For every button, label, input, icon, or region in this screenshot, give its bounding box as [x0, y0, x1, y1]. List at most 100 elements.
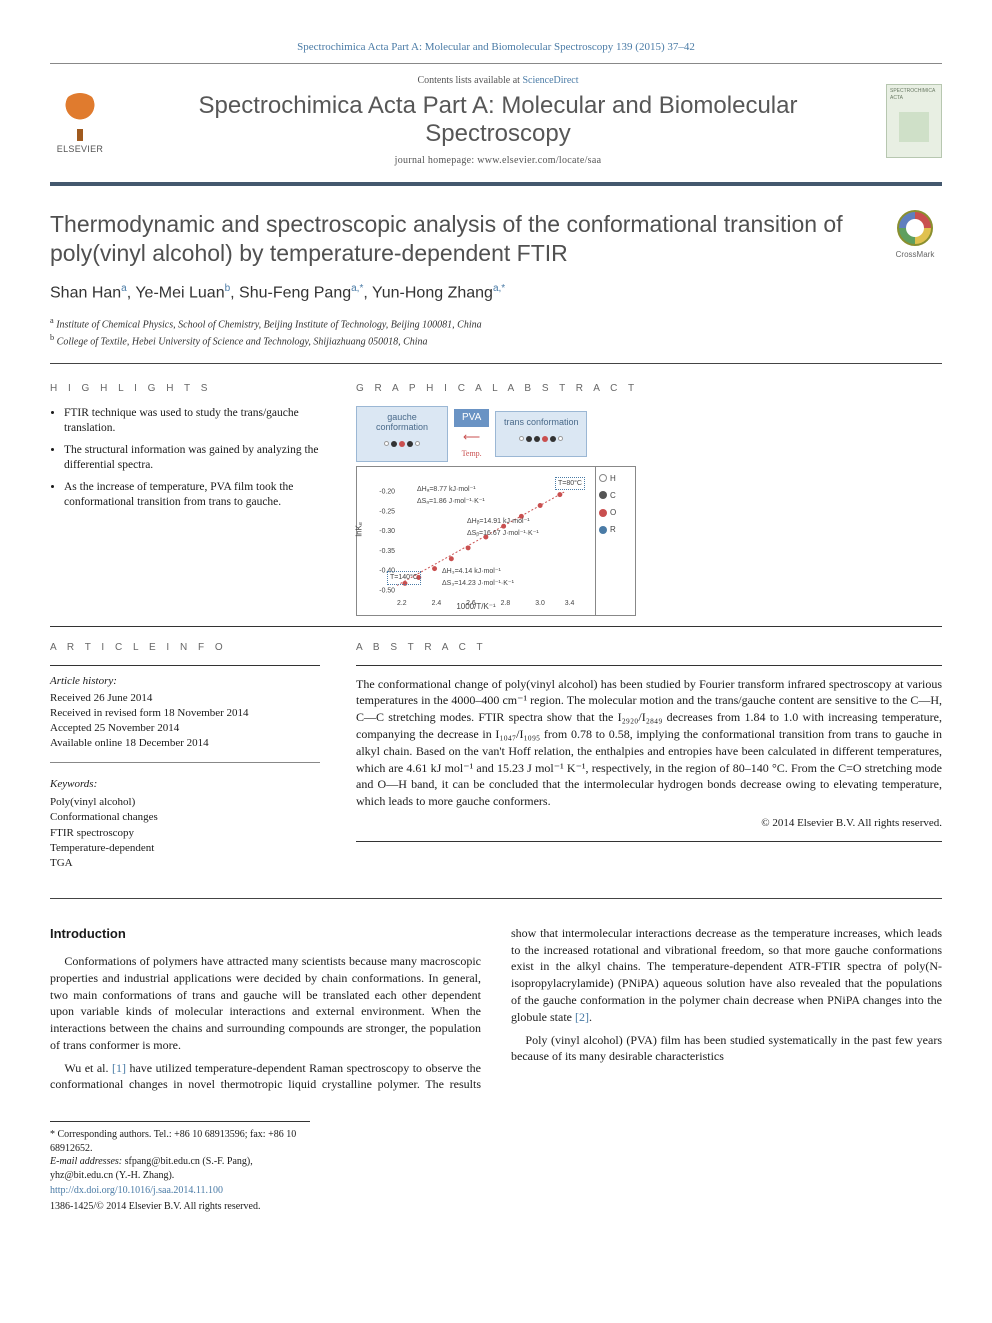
crossmark-label: CrossMark [896, 249, 935, 260]
ga-gauche-label: gauche conformation [363, 413, 441, 433]
svg-text:-0.25: -0.25 [379, 508, 395, 515]
publisher-logo-label: ELSEVIER [57, 143, 103, 156]
svg-text:-0.35: -0.35 [379, 547, 395, 554]
legend-swatch-icon [599, 509, 607, 517]
graphical-abstract-label: G R A P H I C A L A B S T R A C T [356, 382, 942, 396]
divider [356, 841, 942, 842]
highlight-item: FTIR technique was used to study the tra… [64, 406, 320, 437]
citation-link[interactable]: [1] [112, 1061, 126, 1075]
highlight-item: As the increase of temperature, PVA film… [64, 480, 320, 511]
section-heading-introduction: Introduction [50, 925, 481, 943]
highlight-item: The structural information was gained by… [64, 443, 320, 474]
svg-text:-0.50: -0.50 [379, 587, 395, 594]
journal-title: Spectrochimica Acta Part A: Molecular an… [128, 92, 868, 147]
ga-plot-area: lnKₑ 1000/T/K⁻¹ -0.20-0.2 [357, 467, 595, 615]
legend-label: C [610, 490, 616, 501]
abstract-body: The conformational change of poly(vinyl … [356, 677, 942, 809]
ga-gauche-box: gauche conformation [356, 406, 448, 462]
doi-line: http://dx.doi.org/10.1016/j.saa.2014.11.… [50, 1184, 942, 1198]
arrow-left-icon: ⟵ [463, 429, 480, 446]
ga-annotation: ΔSᵦ=16.67 J·mol⁻¹·K⁻¹ [467, 529, 539, 539]
ga-annotation: ΔHᵦ=14.91 kJ·mol⁻¹ [467, 517, 530, 527]
keyword: Temperature-dependent [50, 841, 320, 856]
abstract-label: A B S T R A C T [356, 641, 942, 655]
svg-text:2.8: 2.8 [501, 600, 511, 607]
divider [50, 898, 942, 899]
publisher-logo[interactable]: ELSEVIER [50, 86, 110, 156]
history-item: Received 26 June 2014 [50, 691, 320, 706]
article-info: Article history: Received 26 June 2014 R… [50, 674, 320, 751]
divider [356, 665, 942, 666]
svg-text:-0.30: -0.30 [379, 528, 395, 535]
email-label: E-mail addresses: [50, 1156, 125, 1167]
ga-temp-label: Temp. [462, 448, 482, 459]
issn-copyright: 1386-1425/© 2014 Elsevier B.V. All right… [50, 1200, 942, 1214]
svg-text:3.0: 3.0 [535, 600, 545, 607]
authors-line: Shan Hana, Ye-Mei Luanb, Shu-Feng Panga,… [50, 282, 942, 305]
abstract-copyright: © 2014 Elsevier B.V. All rights reserved… [356, 816, 942, 831]
corresponding-footer: * Corresponding authors. Tel.: +86 10 68… [50, 1121, 310, 1182]
legend-swatch-icon [599, 526, 607, 534]
ga-trans-box: trans conformation [495, 411, 587, 457]
sciencedirect-link[interactable]: ScienceDirect [522, 75, 578, 86]
history-item: Accepted 25 November 2014 [50, 721, 320, 736]
affiliations: a Institute of Chemical Physics, School … [50, 315, 942, 349]
crossmark-icon [897, 210, 933, 246]
divider [50, 363, 942, 364]
crossmark-button[interactable]: CrossMark [888, 210, 942, 260]
keywords-heading: Keywords: [50, 777, 320, 792]
contents-line: Contents lists available at ScienceDirec… [128, 74, 868, 88]
ga-region-140: T=140°C [387, 571, 421, 585]
masthead: ELSEVIER Contents lists available at Sci… [50, 63, 942, 175]
ga-annotation: ΔH₃=4.14 kJ·mol⁻¹ [442, 567, 501, 577]
divider [50, 762, 320, 763]
ga-legend: H C O R [595, 467, 635, 615]
svg-text:-0.20: -0.20 [379, 488, 395, 495]
legend-label: R [610, 524, 616, 535]
graphical-abstract: gauche conformation PVA ⟵ Temp. trans co… [356, 406, 636, 616]
svg-text:3.4: 3.4 [565, 600, 575, 607]
article-info-label: A R T I C L E I N F O [50, 641, 320, 655]
homepage-prefix: journal homepage: [395, 155, 478, 166]
keyword: Conformational changes [50, 810, 320, 825]
ga-annotation: ΔSₐ=1.86 J·mol⁻¹·K⁻¹ [417, 497, 485, 507]
elsevier-tree-icon [58, 93, 102, 141]
keyword: Poly(vinyl alcohol) [50, 795, 320, 810]
body-columns: Introduction Conformations of polymers h… [50, 925, 942, 1094]
legend-swatch-icon [599, 491, 607, 499]
highlights-list: FTIR technique was used to study the tra… [50, 406, 320, 511]
doi-link[interactable]: http://dx.doi.org/10.1016/j.saa.2014.11.… [50, 1185, 223, 1196]
body-text: . [589, 1010, 592, 1024]
affiliation-b: b College of Textile, Hebei University o… [50, 332, 942, 349]
masthead-divider [50, 182, 942, 186]
highlights-label: H I G H L I G H T S [50, 382, 320, 396]
journal-cover-thumb[interactable]: SPECTROCHIMICA ACTA [886, 84, 942, 158]
legend-label: H [610, 473, 616, 484]
cover-label: SPECTROCHIMICA ACTA [890, 88, 938, 102]
divider [50, 665, 320, 666]
journal-homepage: journal homepage: www.elsevier.com/locat… [128, 154, 868, 168]
contents-prefix: Contents lists available at [417, 75, 522, 86]
body-text: Wu et al. [64, 1061, 112, 1075]
divider [50, 626, 942, 627]
legend-label: O [610, 507, 616, 518]
abstract-text: The conformational change of poly(vinyl … [356, 676, 942, 832]
keyword: FTIR spectroscopy [50, 826, 320, 841]
affiliation-a: a Institute of Chemical Physics, School … [50, 315, 942, 332]
history-item: Received in revised form 18 November 201… [50, 706, 320, 721]
corresponding-note: * Corresponding authors. Tel.: +86 10 68… [50, 1128, 310, 1155]
ga-annotation: ΔS₃=14.23 J·mol⁻¹·K⁻¹ [442, 579, 514, 589]
homepage-link[interactable]: www.elsevier.com/locate/saa [477, 155, 601, 166]
legend-swatch-icon [599, 474, 607, 482]
svg-text:2.4: 2.4 [432, 600, 442, 607]
article-title: Thermodynamic and spectroscopic analysis… [50, 210, 858, 269]
keywords: Keywords: Poly(vinyl alcohol) Conformati… [50, 777, 320, 871]
body-paragraph: Conformations of polymers have attracted… [50, 953, 481, 1054]
ga-pva-tag: PVA [454, 409, 489, 427]
molecule-icon [502, 428, 580, 450]
citation-link[interactable]: [2] [575, 1010, 589, 1024]
cover-image-icon [899, 112, 929, 142]
keyword: TGA [50, 856, 320, 871]
ga-chart: lnKₑ 1000/T/K⁻¹ -0.20-0.2 [356, 466, 636, 616]
ga-xlabel: 1000/T/K⁻¹ [456, 601, 495, 612]
